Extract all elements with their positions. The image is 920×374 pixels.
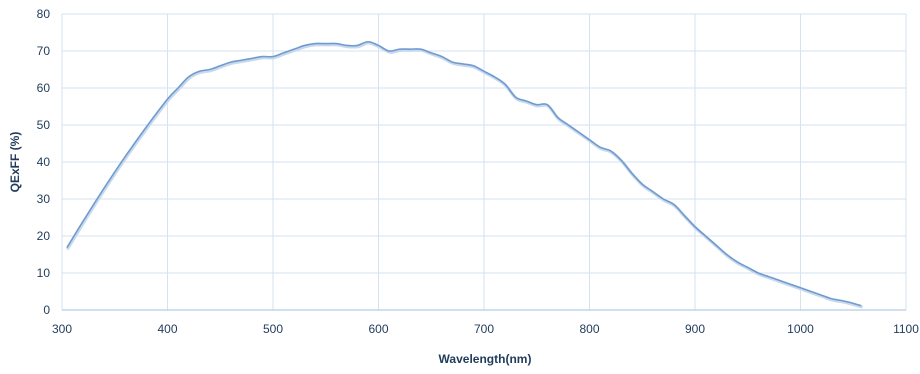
x-tick-label-1000: 1000 <box>787 322 814 336</box>
y-tick-label-60: 60 <box>37 81 51 95</box>
y-tick-label-80: 80 <box>37 7 51 21</box>
grid-layer <box>61 13 907 310</box>
x-tick-label-300: 300 <box>52 322 72 336</box>
series-line-shadow-0 <box>66 41 863 309</box>
y-axis-title: QExFF (%) <box>8 132 22 193</box>
series-line-0 <box>66 40 862 307</box>
x-tick-label-500: 500 <box>263 322 283 336</box>
tick-label-layer: 0 10 20 30 40 50 60 70 80 300 400 500 600 700 800 900 10… <box>37 7 920 336</box>
x-tick-label-900: 900 <box>685 322 705 336</box>
y-tick-label-20: 20 <box>37 229 51 243</box>
x-tick-label-800: 800 <box>579 322 599 336</box>
y-tick-label-0: 0 <box>43 303 50 317</box>
y-tick-label-40: 40 <box>37 155 51 169</box>
y-tick-label-70: 70 <box>37 44 51 58</box>
x-axis-title: Wavelength(nm) <box>439 352 532 366</box>
x-tick-label-700: 700 <box>474 322 494 336</box>
series-layer <box>66 40 863 309</box>
x-tick-label-600: 600 <box>368 322 388 336</box>
x-tick-label-400: 400 <box>157 322 177 336</box>
y-tick-label-30: 30 <box>37 192 51 206</box>
x-tick-label-1100: 1100 <box>893 322 919 336</box>
y-tick-label-10: 10 <box>37 266 51 280</box>
y-tick-label-50: 50 <box>37 118 51 132</box>
